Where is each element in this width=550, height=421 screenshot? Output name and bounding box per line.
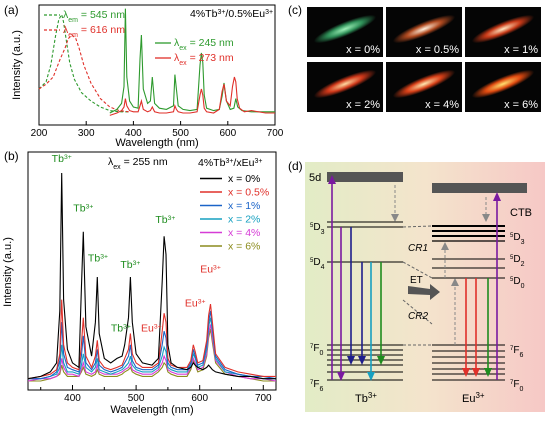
glow-rod	[313, 14, 377, 44]
glow-rod	[471, 14, 535, 44]
panel-a-title: 4%Tb3+/0.5%Eu3+	[190, 8, 273, 20]
panel-d-label: (d)	[288, 159, 303, 173]
panel-a-frame	[38, 4, 276, 126]
photo-label: x = 4%	[425, 99, 459, 111]
peak-annotation: Eu3+	[200, 264, 221, 276]
eu-ctb-band	[432, 183, 527, 193]
x-tick-label: 500	[172, 128, 189, 139]
panel-a-x-axis: 200 300 400 500 600 700	[31, 121, 284, 139]
x-tick-label: 400	[64, 393, 81, 404]
glow-rod	[392, 14, 456, 44]
panel-b: (b) 400 500 600 700 Tb3+Tb3+Tb3+Tb3+Tb3+Tb3…	[2, 149, 277, 416]
x-tick-label: 500	[128, 393, 145, 404]
luminescence-photo: x = 2%	[307, 62, 383, 112]
panel-a: (a) 200 300 400 500 600 700 Wavelength (nm) I…	[4, 3, 284, 149]
panel-b-ylabel: Intensity (a.u.)	[2, 237, 14, 307]
panel-b-xlabel: Wavelength (nm)	[110, 404, 193, 416]
glow-rod	[313, 69, 377, 99]
x-tick-label: 200	[31, 128, 48, 139]
tb-transitions	[328, 175, 399, 381]
panel-b-excitation: λex = 255 nm	[108, 156, 168, 171]
legend-entry: x = 1%	[228, 200, 260, 212]
legend-entry: x = 0.5%	[228, 187, 269, 199]
et-arrow	[408, 284, 440, 300]
panel-a-legend: λem = 545 nm λem = 616 nm λex = 245 nm λ…	[44, 9, 234, 67]
peak-annotation: Tb3+	[120, 259, 140, 271]
series-line-0	[27, 172, 276, 380]
legend-entry: x = 0%	[228, 173, 260, 185]
peak-annotation: Eu3+	[141, 323, 162, 335]
panel-c: (c) x = 0% x = 0.5% x = 1%x = 2% x = 4% x = …	[288, 3, 541, 112]
luminescence-photo: x = 6%	[465, 62, 541, 112]
panel-b-annotations: Tb3+ Tb3+ Tb3+ Tb3+ Tb3+ Tb3+ Eu3+ Eu3+ Eu3+	[52, 153, 221, 335]
panel-d: (d) 5d 5D3 5D4 7F0 7F6	[288, 159, 545, 412]
panel-a-xlabel: Wavelength (nm)	[115, 137, 198, 149]
photo-label: x = 2%	[346, 99, 380, 111]
cr1-label: CR1	[408, 243, 428, 254]
peak-annotation: Tb3+	[73, 203, 93, 215]
legend-ex273: λex = 273 nm	[174, 52, 234, 67]
peak-annotation: Tb3+	[155, 214, 175, 226]
x-tick-label: 700	[267, 128, 284, 139]
panel-a-label: (a)	[4, 3, 19, 17]
luminescence-photo: x = 4%	[386, 62, 462, 112]
peak-annotation: Tb3+	[111, 323, 131, 335]
legend-ex245: λex = 245 nm	[174, 37, 234, 52]
panel-b-label: (b)	[4, 149, 19, 163]
eu-transitions	[441, 192, 501, 380]
legend-entry: x = 4%	[228, 227, 260, 239]
series-line-1	[38, 34, 129, 113]
series-line-0	[38, 13, 129, 113]
eu-ctb-label: CTB	[510, 207, 532, 219]
glow-rod	[471, 69, 535, 99]
x-tick-label: 600	[219, 128, 236, 139]
peak-annotation: Tb3+	[88, 252, 108, 264]
panel-b-frame	[27, 151, 277, 391]
legend-entry: x = 6%	[228, 241, 260, 253]
photo-label: x = 0%	[346, 44, 380, 56]
glow-rod	[392, 69, 456, 99]
photo-label: x = 0.5%	[416, 44, 459, 56]
panel-b-x-axis: 400 500 600 700	[40, 385, 272, 404]
legend-em545: λem = 545 nm	[63, 9, 125, 24]
series-line-0.5	[27, 299, 276, 380]
photo-label: x = 6%	[504, 99, 538, 111]
x-tick-label: 400	[125, 128, 142, 139]
x-tick-label: 300	[78, 128, 95, 139]
peak-annotation: Eu3+	[185, 298, 206, 310]
et-label: ET	[410, 275, 423, 286]
x-tick-label: 600	[191, 393, 208, 404]
panel-b-legend: x = 0% x = 0.5%x = 1% x = 2%x = 4% x = 6%	[200, 173, 269, 253]
luminescence-photo: x = 1%	[465, 7, 541, 57]
tb-5d-band	[327, 172, 403, 182]
luminescence-photo: x = 0.5%	[386, 7, 462, 57]
panel-c-label: (c)	[288, 3, 302, 17]
panel-d-background	[305, 162, 545, 412]
panel-a-ylabel: Intensity (a.u.)	[11, 30, 23, 100]
tb-levels	[327, 221, 403, 381]
panel-b-title: 4%Tb3+/xEu3+	[198, 157, 262, 169]
photo-label: x = 1%	[504, 44, 538, 56]
series-line-2	[109, 8, 275, 114]
energy-transfer: CR1 ET CR2	[402, 225, 440, 346]
luminescence-photo: x = 0%	[307, 7, 383, 57]
cr2-label: CR2	[408, 311, 428, 322]
peak-annotation: Tb3+	[52, 153, 72, 165]
tb-5d-label: 5d	[309, 172, 321, 184]
panel-b-series	[27, 172, 277, 382]
panel-c-images: x = 0% x = 0.5% x = 1% x = 2% x = 4% x = 6%	[307, 7, 541, 112]
eu-levels	[432, 225, 505, 381]
x-tick-label: 700	[255, 393, 272, 404]
series-line-3	[109, 76, 275, 116]
legend-em616: λem = 616 nm	[63, 24, 125, 39]
panel-a-series	[38, 8, 275, 116]
legend-entry: x = 2%	[228, 214, 260, 226]
